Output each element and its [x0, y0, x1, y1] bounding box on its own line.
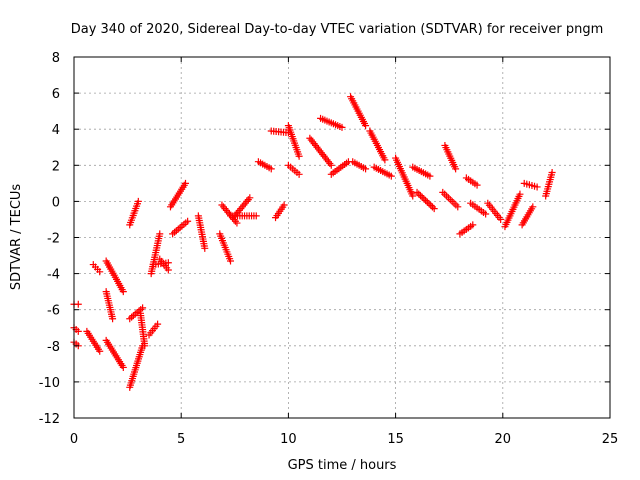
data-point	[362, 122, 370, 130]
data-point	[426, 172, 434, 180]
data-point	[164, 266, 172, 274]
x-axis-label: GPS time / hours	[288, 458, 397, 473]
y-tick-label: 6	[52, 87, 60, 102]
data-point	[548, 169, 556, 177]
data-point	[227, 257, 235, 265]
data-point	[423, 198, 431, 206]
data-point	[420, 195, 428, 203]
x-tick-label: 0	[70, 432, 78, 447]
data-point	[295, 152, 303, 160]
x-tick-label: 15	[387, 432, 404, 447]
data-point	[415, 190, 423, 198]
data-point	[156, 230, 164, 238]
data-point	[516, 190, 524, 198]
y-tick-label: 0	[52, 195, 60, 210]
y-axis-label: SDTVAR / TECUs	[9, 184, 24, 291]
data-point	[184, 217, 192, 225]
x-tick-label: 10	[280, 432, 297, 447]
data-point	[126, 315, 134, 323]
data-point	[418, 193, 426, 201]
data-point	[181, 179, 189, 187]
data-point	[430, 205, 438, 213]
x-tick-label: 5	[177, 432, 185, 447]
data-point	[129, 312, 137, 320]
x-tick-label: 20	[495, 432, 512, 447]
data-point	[428, 203, 436, 211]
y-tick-label: 2	[52, 159, 60, 174]
y-tick-label: -6	[47, 304, 60, 319]
data-points	[70, 93, 556, 391]
data-point	[422, 196, 430, 204]
data-point	[201, 244, 209, 252]
x-tick-label: 25	[602, 432, 619, 447]
data-point	[131, 310, 139, 318]
data-point	[362, 165, 370, 173]
data-point	[119, 363, 127, 371]
data-point	[482, 210, 490, 218]
data-point	[469, 221, 477, 229]
data-point	[327, 161, 335, 169]
data-point	[416, 192, 424, 200]
y-tick-label: -4	[47, 268, 60, 283]
data-point	[109, 315, 117, 323]
axis-ticks: 0 5 10 15 20 25 -12 -10 -8 -6 -4 -2 0 2 4 6 8	[39, 51, 619, 447]
data-point	[252, 212, 260, 220]
data-point	[139, 304, 147, 312]
y-tick-label: 4	[52, 123, 60, 138]
data-point	[529, 203, 537, 211]
data-point	[425, 200, 433, 208]
data-point	[134, 197, 142, 205]
data-point	[280, 201, 288, 209]
data-point	[74, 327, 82, 335]
data-point	[497, 215, 505, 223]
data-point	[128, 313, 136, 321]
data-point	[233, 219, 241, 227]
data-point	[295, 170, 303, 178]
data-point	[338, 123, 346, 131]
y-tick-label: -12	[39, 412, 60, 427]
data-point	[74, 300, 82, 308]
data-point	[409, 192, 417, 200]
data-point	[381, 156, 389, 164]
y-tick-label: -10	[39, 376, 60, 391]
y-tick-label: -8	[47, 340, 60, 355]
y-tick-label: -2	[47, 232, 60, 247]
data-point	[141, 342, 149, 350]
data-point	[267, 165, 275, 173]
data-point	[413, 188, 421, 196]
data-point	[533, 183, 541, 191]
data-point	[246, 194, 254, 202]
data-point	[452, 165, 460, 173]
data-point	[96, 347, 104, 355]
grid	[74, 57, 610, 418]
chart-title: Day 340 of 2020, Sidereal Day-to-day VTE…	[71, 22, 604, 37]
data-point	[154, 320, 162, 328]
y-tick-label: 8	[52, 51, 60, 66]
data-point	[473, 181, 481, 189]
data-point	[427, 201, 435, 209]
data-point	[96, 268, 104, 276]
data-point	[454, 203, 462, 211]
data-point	[387, 172, 395, 180]
data-point	[119, 288, 127, 296]
